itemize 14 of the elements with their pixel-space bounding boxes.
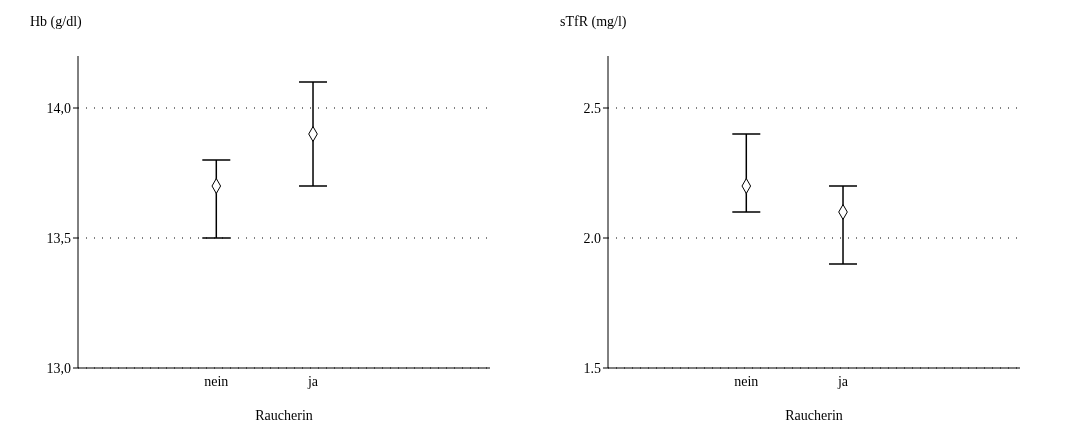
x-tick-label: nein xyxy=(204,373,229,389)
y-axis-title: Hb (g/dl) xyxy=(30,14,82,30)
y-tick-label: 2.0 xyxy=(583,230,601,246)
y-tick-label: 14,0 xyxy=(46,100,71,116)
x-tick-label: ja xyxy=(306,373,319,389)
y-tick-label: 13,0 xyxy=(46,360,71,376)
y-tick-label: 1.5 xyxy=(583,360,601,376)
x-tick-label: nein xyxy=(734,373,759,389)
y-tick-label: 13,5 xyxy=(46,230,71,246)
y-tick-label: 2.5 xyxy=(583,100,601,116)
y-axis-title: sTfR (mg/l) xyxy=(560,14,627,30)
x-tick-label: ja xyxy=(836,373,849,389)
x-axis-title: Raucherin xyxy=(255,408,313,423)
x-axis-title: Raucherin xyxy=(785,408,843,423)
